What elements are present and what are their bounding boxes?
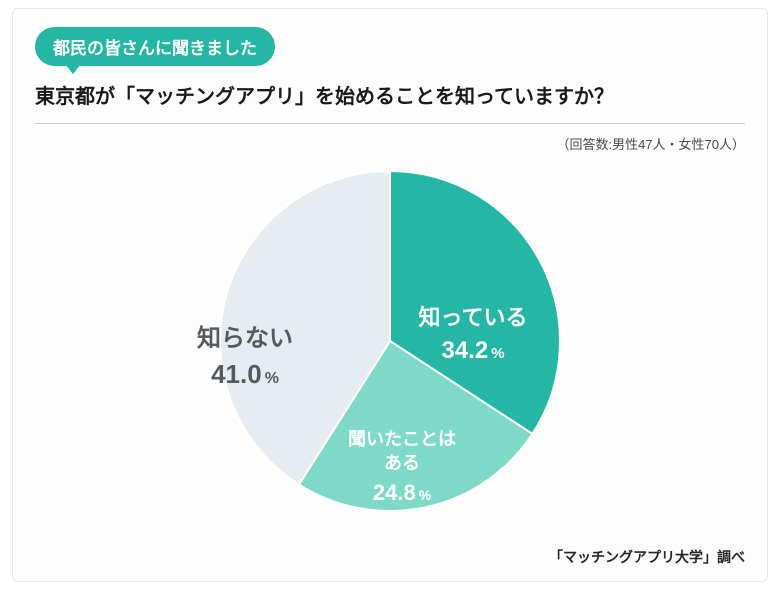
card-frame: 都民の皆さんに聞きました 東京都が「マッチングアプリ」を始めることを知っています… xyxy=(12,8,768,582)
speech-badge: 都民の皆さんに聞きました xyxy=(35,27,275,66)
slice-name: 知っている xyxy=(419,303,528,333)
slice-label-heard: 聞いたことはある24.8% xyxy=(348,427,456,507)
badge-text: 都民の皆さんに聞きました xyxy=(53,39,257,58)
slice-label-know: 知っている34.2% xyxy=(419,303,528,367)
slice-value: 24.8% xyxy=(348,478,456,508)
slice-label-dontknow: 知らない41.0% xyxy=(197,323,293,392)
divider xyxy=(35,123,745,124)
slice-name: 聞いたことはある xyxy=(348,427,456,476)
pie-chart: 知っている34.2% 聞いたことはある24.8% 知らない41.0% xyxy=(35,153,745,533)
slice-name: 知らない xyxy=(197,323,293,355)
source-footer: 「マッチングアプリ大学」調べ xyxy=(549,547,745,567)
sample-note: （回答数:男性47人・女性70人） xyxy=(35,134,745,153)
slice-value: 34.2% xyxy=(419,335,528,367)
question-headline: 東京都が「マッチングアプリ」を始めることを知っていますか？ xyxy=(35,80,745,109)
slice-value: 41.0% xyxy=(197,357,293,392)
